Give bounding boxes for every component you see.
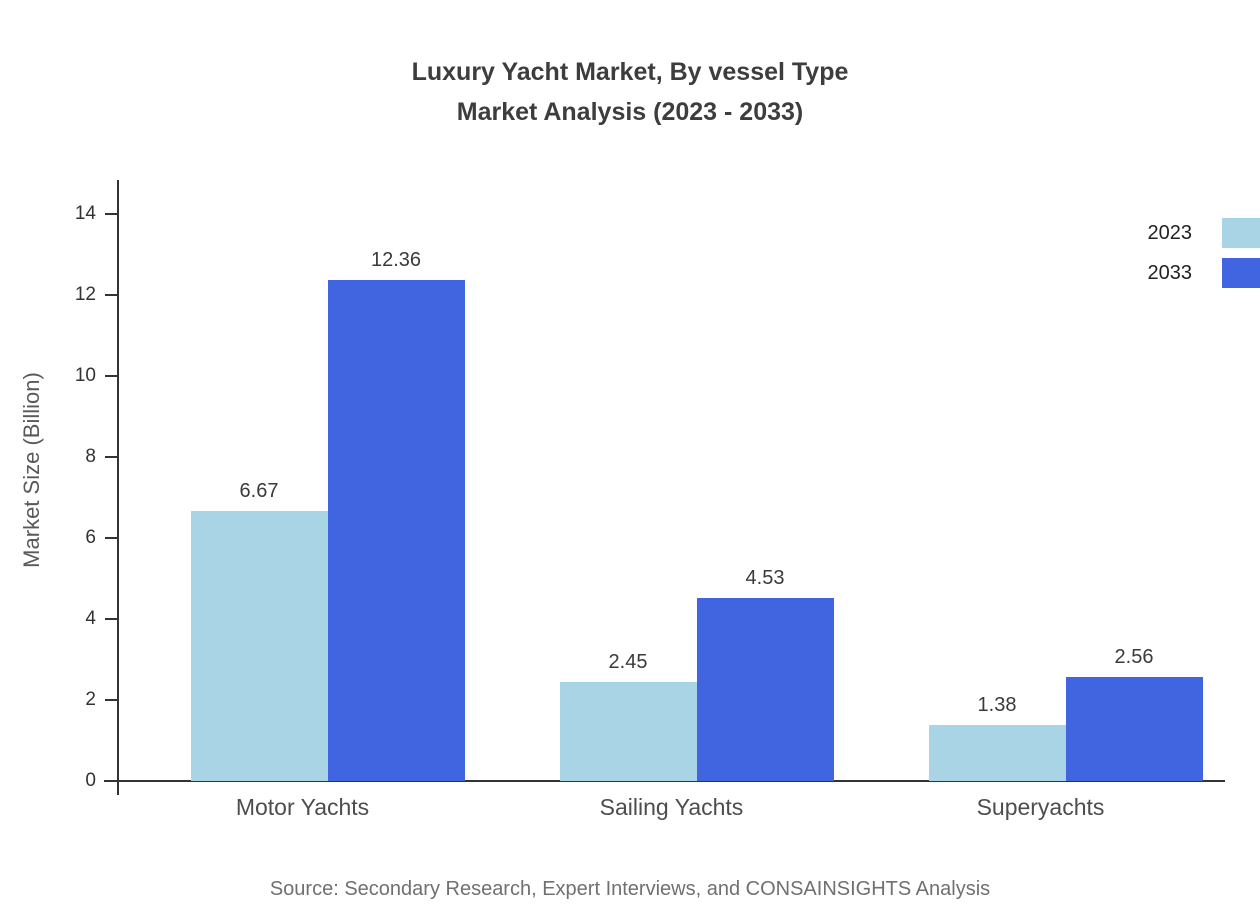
y-tick-mark-0	[105, 780, 118, 782]
x-axis-label-sailing-yachts: Sailing Yachts	[599, 794, 744, 820]
bar-value-label-2033-superyachts: 2.56	[1114, 646, 1154, 669]
y-tick-label-0: 0	[85, 770, 96, 791]
y-tick-mark-10	[105, 375, 118, 377]
legend-item-2033: 2033	[1148, 258, 1260, 288]
bar-value-label-2023-motor-yachts: 6.67	[239, 479, 279, 502]
y-tick-mark-14	[105, 213, 118, 215]
y-tick-label-14: 14	[74, 203, 96, 224]
y-tick-label-6: 6	[85, 527, 96, 548]
plot-area: 6.67 12.36 2.45 4.53 1.38 2.56	[118, 180, 1225, 781]
bar-2023-motor-yachts	[190, 510, 328, 781]
y-tick-mark-4	[105, 618, 118, 620]
bar-value-label-2023-sailing-yachts: 2.45	[608, 650, 648, 673]
x-axis-label-motor-yachts: Motor Yachts	[235, 794, 370, 820]
chart-title-line2: Market Analysis (2023 - 2033)	[456, 98, 804, 126]
x-axis-line	[104, 780, 1225, 782]
bar-2033-superyachts	[1065, 677, 1203, 781]
legend: 2023 2033	[1148, 218, 1260, 298]
source-note: Source: Secondary Research, Expert Inter…	[269, 878, 991, 900]
legend-label-2023: 2023	[1147, 221, 1193, 244]
y-tick-mark-2	[105, 699, 118, 701]
x-axis-labels: Motor Yachts Sailing Yachts Superyachts	[118, 794, 1225, 821]
y-tick-mark-6	[105, 537, 118, 539]
y-tick-label-2: 2	[85, 689, 96, 710]
bar-value-label-2023-superyachts: 1.38	[977, 694, 1017, 717]
bar-value-label-2033-sailing-yachts: 4.53	[745, 566, 785, 589]
y-tick-label-8: 8	[85, 446, 96, 467]
x-axis-label-superyachts: Superyachts	[976, 794, 1105, 820]
bar-2023-superyachts	[928, 725, 1066, 781]
legend-swatch-2033	[1222, 258, 1260, 288]
legend-label-2033: 2033	[1147, 261, 1193, 284]
bar-2023-sailing-yachts	[559, 681, 697, 781]
legend-swatch-2023	[1222, 218, 1260, 248]
y-tick-label-10: 10	[74, 365, 96, 386]
y-tick-mark-8	[105, 456, 118, 458]
y-tick-label-12: 12	[74, 284, 96, 305]
bar-2033-motor-yachts	[327, 280, 465, 781]
chart-title: Luxury Yacht Market, By vessel Type Mark…	[0, 52, 1260, 132]
y-tick-mark-12	[105, 294, 118, 296]
chart-title-line1: Luxury Yacht Market, By vessel Type	[411, 58, 849, 86]
y-axis-line	[117, 180, 119, 795]
legend-item-2023: 2023	[1148, 218, 1260, 248]
bar-2033-sailing-yachts	[696, 597, 834, 781]
bar-value-label-2033-motor-yachts: 12.36	[370, 249, 422, 272]
y-tick-label-4: 4	[85, 608, 96, 629]
